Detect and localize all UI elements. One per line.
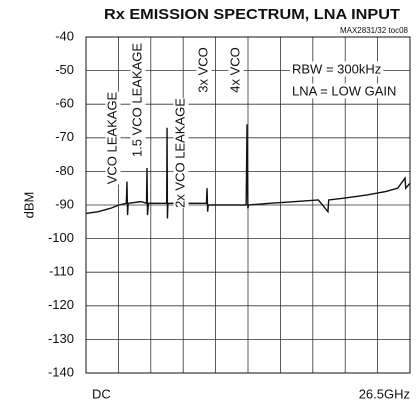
x-tick-label: DC — [92, 386, 111, 401]
annotation-bg — [173, 97, 189, 209]
annotation: RBW = 300kHz — [292, 61, 381, 76]
annotation-bg — [290, 61, 384, 77]
annotation: 3x VCO — [195, 47, 210, 93]
chart-subtitle: MAX2831/32 toc08 — [340, 26, 409, 35]
plot-frame — [85, 36, 411, 374]
annotation-bg — [290, 83, 399, 99]
annotation-bg — [228, 47, 244, 93]
annotation: 1.5 VCO LEAKAGE — [129, 43, 144, 157]
y-tick-label: -80 — [55, 163, 74, 178]
annotation: 2x VCO LEAKAGE — [172, 98, 187, 208]
annotation-bg — [196, 47, 212, 93]
y-axis-label: dBM — [21, 192, 36, 219]
spectrum-line — [85, 124, 411, 219]
y-tick-label: -40 — [55, 28, 74, 43]
y-tick-label: -70 — [55, 129, 74, 144]
y-tick-label: -110 — [49, 264, 74, 279]
y-tick-label: -120 — [48, 297, 74, 312]
y-tick-label: -100 — [48, 230, 74, 245]
y-tick-label: -130 — [48, 331, 74, 346]
annotation: VCO LEAKAGE — [104, 91, 119, 184]
y-tick-label: -60 — [55, 96, 74, 111]
annotation-bg — [130, 42, 146, 158]
annotation-bg — [105, 91, 121, 185]
y-tick-label: -140 — [48, 364, 74, 379]
annotation: 4x VCO — [227, 47, 242, 93]
chart-title: Rx EMISSION SPECTRUM, LNA INPUT — [104, 6, 400, 23]
y-tick-label: -50 — [55, 62, 74, 77]
x-tick-label: 26.5GHz — [359, 386, 410, 401]
y-tick-label: -90 — [55, 196, 74, 211]
annotation: LNA = LOW GAIN — [292, 83, 396, 98]
